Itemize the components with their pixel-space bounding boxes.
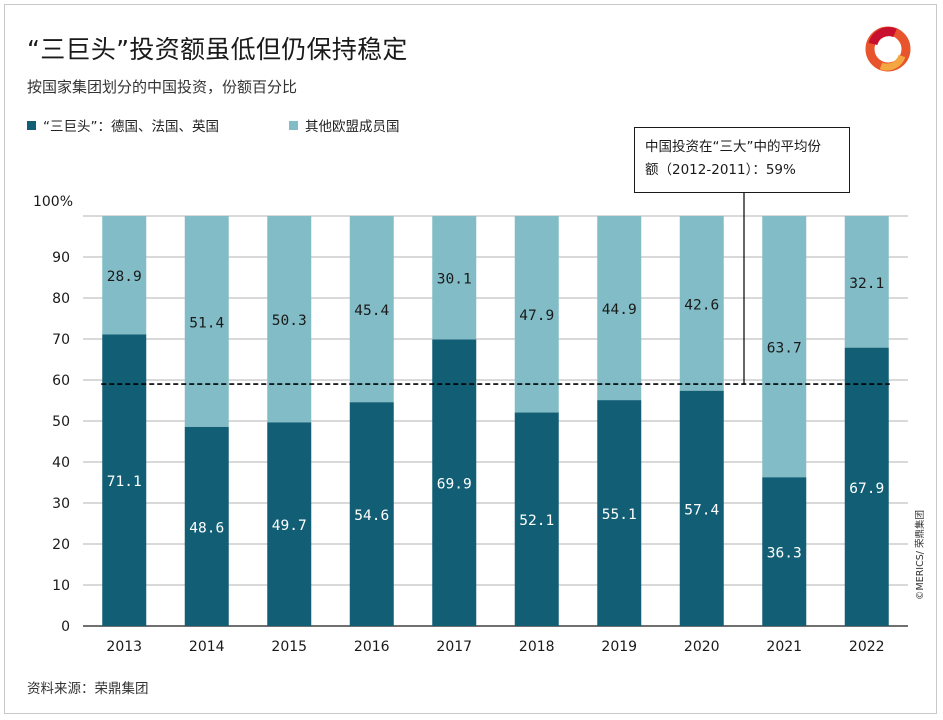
data-label-other-eu-2022: 32.1 xyxy=(849,276,884,292)
bar-big-three-2021 xyxy=(762,477,807,626)
bar-big-three-2017 xyxy=(432,339,477,626)
y-tick-label: 100% xyxy=(33,194,73,210)
data-label-other-eu-2015: 50.3 xyxy=(272,313,307,329)
x-tick-label-2017: 2017 xyxy=(436,639,472,655)
y-tick-label: 80 xyxy=(52,291,70,307)
data-label-other-eu-2018: 47.9 xyxy=(519,308,554,324)
x-tick-label-2014: 2014 xyxy=(189,639,225,655)
bar-big-three-2014 xyxy=(184,426,229,626)
average-share-annotation: 中国投资在“三大”中的平均份 额（2012-2011）：59% xyxy=(634,127,850,193)
bar-other-eu-2017 xyxy=(432,216,477,340)
data-label-other-eu-2016: 45.4 xyxy=(354,303,389,319)
bar-big-three-2016 xyxy=(349,402,394,626)
data-label-other-eu-2019: 44.9 xyxy=(602,302,637,318)
data-label-big-three-2017: 69.9 xyxy=(437,477,472,493)
data-label-big-three-2015: 49.7 xyxy=(272,518,307,534)
bar-other-eu-2022 xyxy=(844,216,889,348)
bar-other-eu-2018 xyxy=(514,216,559,413)
x-tick-label-2020: 2020 xyxy=(684,639,720,655)
data-label-big-three-2016: 54.6 xyxy=(354,508,389,524)
y-tick-label: 10 xyxy=(52,578,70,594)
y-tick-label: 50 xyxy=(52,414,70,430)
data-label-other-eu-2013: 28.9 xyxy=(107,269,142,285)
source-note: 资料来源：荣鼎集团 xyxy=(27,681,149,697)
x-tick-label-2022: 2022 xyxy=(849,639,885,655)
annotation-line-1: 中国投资在“三大”中的平均份 xyxy=(645,139,821,155)
chart-subtitle: 按国家集团划分的中国投资，份额百分比 xyxy=(27,78,298,96)
legend-swatch-other-eu xyxy=(289,120,298,130)
y-tick-label: 60 xyxy=(52,373,70,389)
data-label-big-three-2022: 67.9 xyxy=(849,481,884,497)
data-label-big-three-2021: 36.3 xyxy=(767,546,802,562)
data-label-other-eu-2021: 63.7 xyxy=(767,341,802,357)
bar-other-eu-2021 xyxy=(762,216,807,478)
bar-other-eu-2014 xyxy=(184,216,229,427)
y-tick-label: 70 xyxy=(52,332,70,348)
credit-note: ©MERICS/ 荣鼎集团 xyxy=(915,510,926,600)
annotation-line-2: 额（2012-2011）：59% xyxy=(645,162,796,178)
data-label-other-eu-2020: 42.6 xyxy=(684,297,719,313)
bar-other-eu-2020 xyxy=(679,216,724,391)
y-tick-label: 0 xyxy=(61,619,70,635)
bar-big-three-2013 xyxy=(102,334,147,626)
x-tick-label-2021: 2021 xyxy=(766,639,802,655)
legend-item-other-eu: 其他欧盟成员国 xyxy=(289,115,400,135)
bar-big-three-2015 xyxy=(267,422,312,626)
y-tick-label: 90 xyxy=(52,250,70,266)
bar-other-eu-2013 xyxy=(102,216,147,335)
x-tick-label-2016: 2016 xyxy=(354,639,390,655)
legend-item-big-three: “三巨头”：德国、法国、英国 xyxy=(27,115,219,135)
data-label-big-three-2019: 55.1 xyxy=(602,507,637,523)
data-label-big-three-2013: 71.1 xyxy=(107,474,142,490)
data-label-other-eu-2017: 30.1 xyxy=(437,272,472,288)
data-label-big-three-2018: 52.1 xyxy=(519,513,554,529)
legend-swatch-big-three xyxy=(27,120,36,130)
y-tick-label: 20 xyxy=(52,537,70,553)
x-tick-label-2013: 2013 xyxy=(106,639,142,655)
y-tick-label: 40 xyxy=(52,455,70,471)
data-label-other-eu-2014: 51.4 xyxy=(189,315,224,331)
bar-big-three-2022 xyxy=(844,347,889,626)
data-label-big-three-2020: 57.4 xyxy=(684,502,719,518)
chart-frame xyxy=(4,4,937,714)
bar-big-three-2019 xyxy=(597,400,642,626)
bar-other-eu-2015 xyxy=(267,216,312,423)
bar-big-three-2020 xyxy=(679,390,724,626)
page-title: “三巨头”投资额虽低但仍保持稳定 xyxy=(27,35,408,64)
bar-other-eu-2019 xyxy=(597,216,642,401)
merics-logo-icon xyxy=(865,26,911,72)
data-label-big-three-2014: 48.6 xyxy=(189,520,224,536)
y-tick-label: 30 xyxy=(52,496,70,512)
legend-label-other-eu: 其他欧盟成员国 xyxy=(305,119,400,135)
bar-big-three-2018 xyxy=(514,412,559,626)
x-tick-label-2015: 2015 xyxy=(271,639,307,655)
x-tick-label-2019: 2019 xyxy=(601,639,637,655)
bar-other-eu-2016 xyxy=(349,216,394,403)
legend-label-big-three: “三巨头”：德国、法国、英国 xyxy=(43,119,219,135)
x-tick-label-2018: 2018 xyxy=(519,639,555,655)
